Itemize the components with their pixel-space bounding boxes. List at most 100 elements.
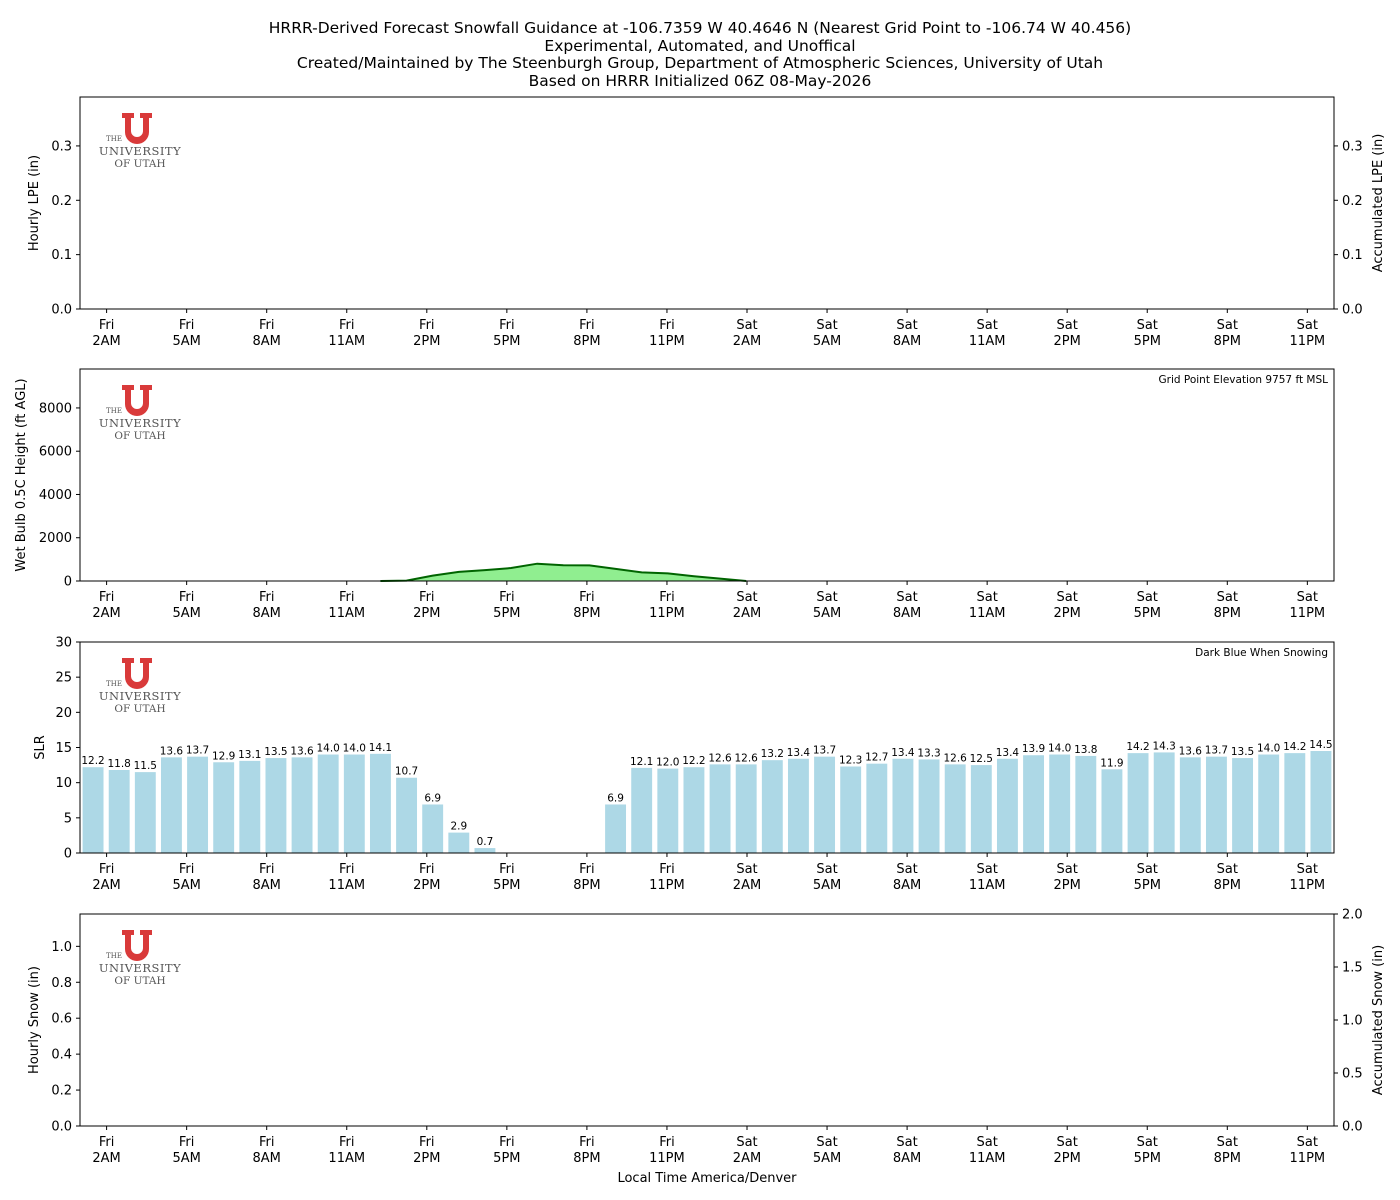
slr-bar-label: 14.0 [1048, 743, 1071, 755]
slr-bar-label: 12.7 [865, 752, 888, 764]
x-tick-label-day: Sat [896, 590, 917, 605]
x-tick-label-hour: 11PM [1290, 606, 1326, 621]
slr-bar [866, 763, 888, 853]
slr-bar-label: 13.4 [787, 747, 811, 759]
panel-frame [79, 913, 1335, 1127]
slr-bar-label: 13.8 [1074, 744, 1097, 756]
slr-bar-label: 13.5 [264, 746, 287, 758]
slr-bar [605, 804, 627, 853]
slr-bar-label: 11.8 [107, 758, 130, 770]
x-tick-label-hour: 5AM [172, 334, 200, 349]
x-tick-label-day: Sat [976, 1135, 997, 1150]
slr-bar-label: 14.2 [1283, 741, 1306, 753]
x-tick-label-day: Sat [1057, 1135, 1078, 1150]
x-tick-label-hour: 5PM [493, 606, 520, 621]
y-tick-label: 0.1 [51, 248, 72, 263]
y-tick-label: 0.2 [51, 1084, 72, 1099]
x-tick-label-hour: 2AM [92, 334, 120, 349]
slr-bar [291, 757, 313, 853]
x-tick-label-day: Sat [976, 862, 997, 877]
x-tick-label-hour: 11AM [969, 606, 1006, 621]
slr-bar [840, 766, 862, 853]
x-tick-label-day: Sat [1137, 590, 1158, 605]
logo-text-university: UNIVERSITY [99, 144, 181, 158]
slr-bar [1023, 755, 1045, 853]
slr-bar [1232, 758, 1254, 853]
slr-bar-label: 6.9 [424, 792, 441, 804]
slr-bar [82, 767, 104, 853]
x-tick-label-hour: 5AM [813, 606, 841, 621]
slr-bar [1205, 756, 1227, 853]
y-tick-label: 0.6 [51, 1012, 72, 1027]
slr-bar [108, 770, 130, 853]
slr-bar-label: 12.6 [943, 752, 967, 764]
y-tick-label-right: 0.5 [1342, 1067, 1363, 1082]
y-axis-label-right: Accumulated Snow (in) [1371, 945, 1386, 1095]
x-tick-label-day: Fri [419, 862, 435, 877]
x-tick-label-day: Sat [1217, 1135, 1238, 1150]
x-tick-label-day: Sat [1217, 590, 1238, 605]
x-tick-label-day: Sat [816, 1135, 837, 1150]
x-tick-label-day: Fri [659, 862, 675, 877]
slr-bar-label: 14.0 [1257, 743, 1280, 755]
x-tick-label-hour: 11PM [649, 1151, 685, 1166]
x-tick-label-hour: 2AM [733, 878, 761, 893]
y-axis-label: Hourly LPE (in) [27, 155, 42, 251]
x-tick-label-day: Fri [579, 590, 595, 605]
slr-bar-label: 13.3 [917, 747, 940, 759]
x-tick-label-hour: 8PM [573, 1151, 600, 1166]
x-tick-label-hour: 11PM [649, 878, 685, 893]
title-line-1: HRRR-Derived Forecast Snowfall Guidance … [268, 19, 1132, 37]
y-tick-label: 30 [55, 636, 72, 651]
x-tick-label-hour: 8PM [1214, 606, 1241, 621]
x-tick-label-day: Fri [99, 318, 115, 333]
x-tick-label-hour: 11AM [328, 334, 365, 349]
y-tick-label-right: 0.0 [1342, 1120, 1363, 1135]
x-tick-label-hour: 8PM [573, 606, 600, 621]
slr-bar [761, 760, 783, 853]
logo-text-university: UNIVERSITY [99, 689, 181, 703]
y-tick-label: 8000 [39, 401, 72, 416]
y-tick-label: 0.8 [51, 976, 72, 991]
x-tick-label-day: Fri [579, 318, 595, 333]
x-tick-label-hour: 5AM [172, 878, 200, 893]
x-tick-label-day: Sat [736, 862, 757, 877]
x-tick-label-day: Sat [1057, 590, 1078, 605]
logo-text-the: THE [106, 680, 122, 688]
x-tick-label-day: Sat [816, 590, 837, 605]
x-tick-label-hour: 2AM [733, 1151, 761, 1166]
x-tick-label-day: Sat [816, 318, 837, 333]
x-tick-label-hour: 8PM [1214, 334, 1241, 349]
y-tick-label-right: 1.0 [1342, 1014, 1363, 1029]
x-tick-label-hour: 2AM [92, 1151, 120, 1166]
x-tick-label-day: Sat [1217, 318, 1238, 333]
slr-bar-label: 12.2 [682, 755, 705, 767]
slr-bar-label: 13.6 [1179, 745, 1203, 757]
slr-bar [735, 764, 757, 853]
x-tick-label-day: Sat [1217, 862, 1238, 877]
x-tick-label-day: Fri [659, 318, 675, 333]
x-tick-label-hour: 11AM [969, 878, 1006, 893]
x-tick-label-day: Fri [179, 1135, 195, 1150]
slr-bar [683, 767, 705, 853]
y-tick-label: 5 [64, 811, 72, 826]
slr-bar-label: 13.4 [891, 747, 915, 759]
slr-bar-label: 13.9 [1022, 743, 1045, 755]
x-tick-label-day: Sat [896, 318, 917, 333]
x-tick-label-day: Fri [579, 1135, 595, 1150]
x-tick-label-hour: 5PM [1134, 606, 1161, 621]
slr-bar [892, 758, 914, 853]
panel-hourly-lpe: 0.0 0.1 0.2 0.3 0.0 0.1 0.2 0.3 Accumulated LPE … [27, 96, 1386, 349]
x-tick-label-day: Fri [499, 1135, 515, 1150]
y-tick-label: 6000 [39, 445, 72, 460]
slr-bar [1258, 754, 1280, 853]
x-tick-label-day: Fri [419, 1135, 435, 1150]
x-tick-label-day: Fri [499, 590, 515, 605]
y-tick-label: 0 [64, 847, 72, 862]
x-tick-label-hour: 2AM [92, 878, 120, 893]
wet-bulb-area [380, 563, 747, 581]
y-axis-label: Wet Bulb 0.5C Height (ft AGL) [14, 378, 29, 571]
slr-bar-label: 0.7 [477, 836, 494, 848]
x-tick-label-day: Sat [1057, 862, 1078, 877]
